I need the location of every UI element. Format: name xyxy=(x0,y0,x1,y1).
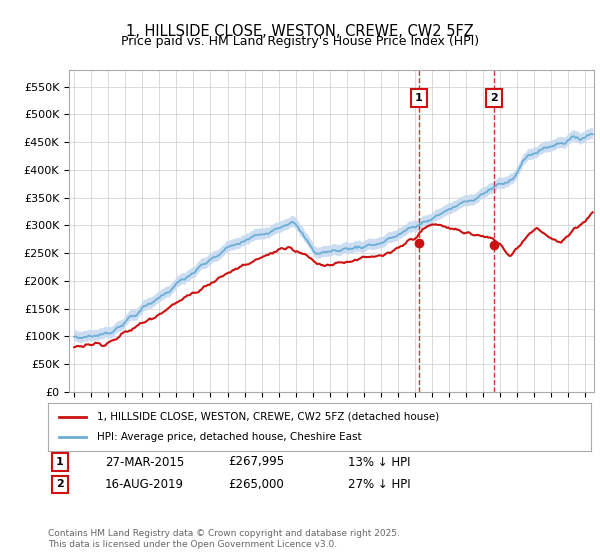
Text: 2: 2 xyxy=(490,93,497,102)
Text: 16-AUG-2019: 16-AUG-2019 xyxy=(105,478,184,491)
Text: HPI: Average price, detached house, Cheshire East: HPI: Average price, detached house, Ches… xyxy=(97,432,361,442)
Text: £265,000: £265,000 xyxy=(228,478,284,491)
Text: 1, HILLSIDE CLOSE, WESTON, CREWE, CW2 5FZ (detached house): 1, HILLSIDE CLOSE, WESTON, CREWE, CW2 5F… xyxy=(97,412,439,422)
Text: 1, HILLSIDE CLOSE, WESTON, CREWE, CW2 5FZ: 1, HILLSIDE CLOSE, WESTON, CREWE, CW2 5F… xyxy=(126,24,474,39)
Text: Price paid vs. HM Land Registry's House Price Index (HPI): Price paid vs. HM Land Registry's House … xyxy=(121,35,479,48)
Text: Contains HM Land Registry data © Crown copyright and database right 2025.
This d: Contains HM Land Registry data © Crown c… xyxy=(48,529,400,549)
Text: 1: 1 xyxy=(415,93,423,102)
Text: 13% ↓ HPI: 13% ↓ HPI xyxy=(348,455,410,469)
Text: 1: 1 xyxy=(56,457,64,467)
Text: 27% ↓ HPI: 27% ↓ HPI xyxy=(348,478,410,491)
Text: 27-MAR-2015: 27-MAR-2015 xyxy=(105,455,184,469)
Text: £267,995: £267,995 xyxy=(228,455,284,469)
Text: 2: 2 xyxy=(56,479,64,489)
